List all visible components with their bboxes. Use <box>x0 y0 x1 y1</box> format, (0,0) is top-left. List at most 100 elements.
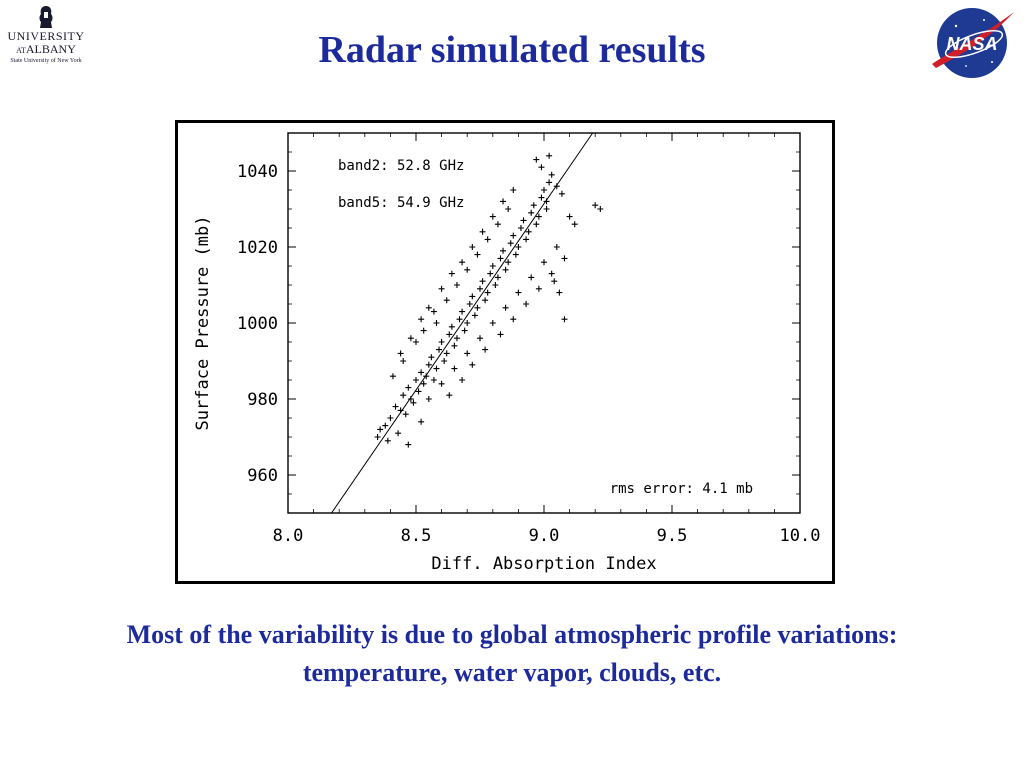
data-point <box>546 152 553 159</box>
data-point <box>551 278 558 285</box>
data-point <box>538 164 545 171</box>
data-point <box>410 399 417 406</box>
data-point <box>466 301 473 307</box>
fit-line <box>331 132 594 514</box>
data-point <box>425 396 432 402</box>
caption-line-1: Most of the variability is due to global… <box>126 620 898 649</box>
data-point <box>451 342 458 349</box>
data-point <box>453 335 460 342</box>
data-point <box>533 156 540 163</box>
data-point <box>374 434 381 440</box>
chart-svg: 8.0 8.5 9.0 9.5 10.0 960 980 1000 1020 1040 band2… <box>193 132 821 574</box>
data-point <box>448 323 455 330</box>
data-point <box>546 179 553 186</box>
data-point <box>482 297 489 304</box>
data-point <box>597 206 604 212</box>
data-point <box>405 441 412 448</box>
x-tick-label: 10.0 <box>780 526 821 546</box>
data-point <box>425 304 432 311</box>
data-point <box>420 380 427 387</box>
data-point <box>438 285 445 292</box>
data-point <box>500 247 507 254</box>
nasa-logo-text: NASA <box>946 34 997 54</box>
data-point <box>592 202 599 209</box>
data-point <box>377 426 384 433</box>
data-point <box>464 350 471 357</box>
data-point <box>517 225 524 231</box>
data-point <box>413 377 419 383</box>
data-point <box>494 274 501 281</box>
data-point <box>441 358 448 364</box>
data-point <box>446 392 453 399</box>
data-point <box>459 377 466 383</box>
data-point <box>538 194 545 201</box>
data-point <box>425 361 432 368</box>
data-point <box>497 255 504 262</box>
y-tick-label: 980 <box>247 390 278 410</box>
data-point <box>389 373 396 380</box>
y-tick-label: 1000 <box>237 314 278 334</box>
data-point <box>430 308 437 315</box>
data-point <box>407 335 414 342</box>
data-point <box>561 316 568 323</box>
data-point <box>400 358 407 364</box>
y-tick-label: 1040 <box>237 162 278 182</box>
data-point <box>502 304 509 311</box>
slide-title: Radar simulated results <box>318 29 706 71</box>
data-point <box>502 266 509 273</box>
data-point <box>418 316 425 323</box>
data-point <box>395 430 402 437</box>
data-point <box>489 263 496 269</box>
data-point <box>528 209 535 216</box>
data-point <box>505 259 512 266</box>
data-point <box>541 259 547 266</box>
data-point <box>553 183 560 190</box>
data-point <box>556 289 563 296</box>
data-point <box>558 190 565 197</box>
data-point <box>448 270 455 277</box>
data-point <box>420 327 427 334</box>
data-point <box>387 415 394 421</box>
data-point <box>436 346 443 353</box>
data-point <box>443 297 450 304</box>
data-point <box>479 228 486 235</box>
data-point <box>548 270 555 277</box>
data-point <box>430 377 437 383</box>
data-point <box>489 320 496 326</box>
data-point <box>459 259 466 266</box>
data-point <box>515 289 522 296</box>
logo-albany-text: ATALBANY <box>16 42 76 56</box>
data-point <box>497 331 504 338</box>
caption-line-2: temperature, water vapor, clouds, etc. <box>302 658 722 687</box>
data-point <box>456 316 463 323</box>
minerva-seal-icon <box>39 6 53 28</box>
data-point <box>525 228 532 235</box>
data-point <box>535 285 542 292</box>
data-point <box>571 221 578 228</box>
logo-suny-text: State University of New York <box>10 58 82 64</box>
data-point <box>528 274 535 281</box>
x-tick-label: 8.5 <box>401 526 432 546</box>
data-point <box>397 407 404 414</box>
data-point <box>489 213 496 220</box>
data-point <box>471 312 478 319</box>
data-point <box>533 221 540 228</box>
data-point <box>451 365 458 372</box>
data-point <box>461 327 468 334</box>
scatter-chart: 8.0 8.5 9.0 9.5 10.0 960 980 1000 1020 1040 band2… <box>175 120 835 584</box>
x-tick-label: 9.5 <box>657 526 688 546</box>
data-point <box>418 418 425 425</box>
data-point <box>477 335 483 342</box>
data-point <box>479 278 486 285</box>
data-point <box>443 350 450 357</box>
data-point <box>520 217 527 224</box>
x-tick-label: 8.0 <box>273 526 304 546</box>
data-point <box>384 437 391 444</box>
y-tick-label: 1020 <box>237 238 278 258</box>
data-point <box>382 422 389 429</box>
data-point <box>505 206 512 212</box>
data-point <box>535 213 542 220</box>
data-point <box>487 270 494 277</box>
data-point <box>541 187 547 193</box>
data-point <box>433 365 440 372</box>
